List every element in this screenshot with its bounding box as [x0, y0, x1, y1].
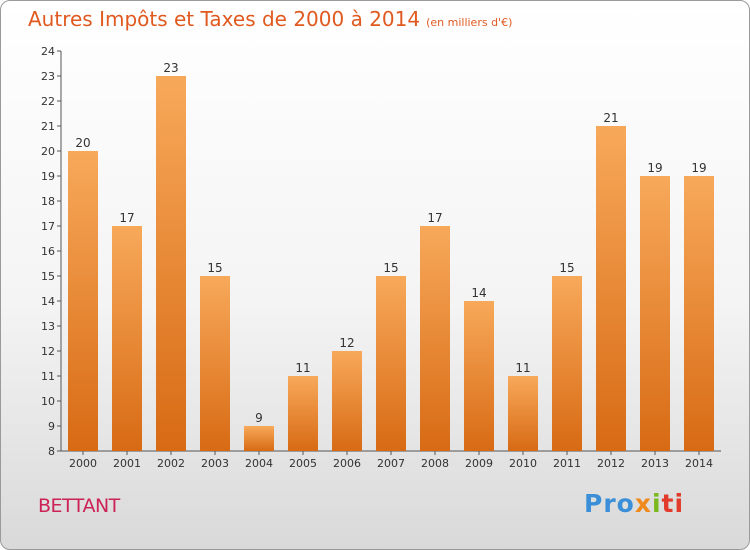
- data-label: 11: [515, 361, 530, 375]
- x-tick-label: 2006: [333, 457, 361, 470]
- x-tick-label: 2012: [597, 457, 625, 470]
- y-tick-label: 23: [41, 70, 55, 83]
- x-tick-label: 2000: [69, 457, 97, 470]
- y-tick-label: 20: [41, 145, 55, 158]
- x-tick-label: 2002: [157, 457, 185, 470]
- data-label: 19: [647, 161, 662, 175]
- chart-title: Autres Impôts et Taxes de 2000 à 2014: [28, 7, 421, 31]
- data-label: 15: [383, 261, 398, 275]
- y-tick-label: 16: [41, 245, 55, 258]
- bar: [552, 276, 582, 451]
- data-label: 15: [207, 261, 222, 275]
- y-tick-label: 18: [41, 195, 55, 208]
- bar: [156, 76, 186, 451]
- data-label: 23: [163, 61, 178, 75]
- y-tick-label: 8: [48, 445, 55, 458]
- x-tick-label: 2004: [245, 457, 273, 470]
- proxiti-logo: Proxiti: [584, 489, 685, 518]
- x-tick-label: 2008: [421, 457, 449, 470]
- data-label: 14: [471, 286, 486, 300]
- bar: [420, 226, 450, 451]
- y-tick-label: 10: [41, 395, 55, 408]
- data-label: 17: [119, 211, 134, 225]
- x-tick-label: 2014: [685, 457, 713, 470]
- y-tick-label: 12: [41, 345, 55, 358]
- chart-subtitle: (en milliers d'€): [426, 16, 513, 29]
- data-label: 21: [603, 111, 618, 125]
- data-label: 20: [75, 136, 90, 150]
- data-label: 17: [427, 211, 442, 225]
- bar: [640, 176, 670, 451]
- x-tick-label: 2011: [553, 457, 581, 470]
- bar: [112, 226, 142, 451]
- y-tick-label: 9: [48, 420, 55, 433]
- x-tick-label: 2001: [113, 457, 141, 470]
- x-tick-label: 2013: [641, 457, 669, 470]
- data-label: 12: [339, 336, 354, 350]
- y-tick-label: 14: [41, 295, 55, 308]
- bar: [684, 176, 714, 451]
- data-label: 9: [255, 411, 263, 425]
- data-label: 15: [559, 261, 574, 275]
- y-tick-label: 13: [41, 320, 55, 333]
- y-tick-label: 21: [41, 120, 55, 133]
- y-tick-label: 19: [41, 170, 55, 183]
- bar: [596, 126, 626, 451]
- data-label: 11: [295, 361, 310, 375]
- y-tick-label: 22: [41, 95, 55, 108]
- bar: [508, 376, 538, 451]
- y-tick-label: 17: [41, 220, 55, 233]
- data-label: 19: [691, 161, 706, 175]
- bar: [288, 376, 318, 451]
- x-tick-label: 2005: [289, 457, 317, 470]
- bar: [464, 301, 494, 451]
- commune-name: BETTANT: [38, 495, 120, 517]
- y-tick-label: 24: [41, 45, 55, 58]
- bar: [200, 276, 230, 451]
- x-tick-label: 2010: [509, 457, 537, 470]
- bar: [68, 151, 98, 451]
- chart-title-block: Autres Impôts et Taxes de 2000 à 2014 (en…: [28, 7, 512, 31]
- bar: [244, 426, 274, 451]
- y-tick-label: 15: [41, 270, 55, 283]
- x-tick-label: 2009: [465, 457, 493, 470]
- bar: [332, 351, 362, 451]
- bar: [376, 276, 406, 451]
- x-tick-label: 2003: [201, 457, 229, 470]
- x-tick-label: 2007: [377, 457, 405, 470]
- y-tick-label: 11: [41, 370, 55, 383]
